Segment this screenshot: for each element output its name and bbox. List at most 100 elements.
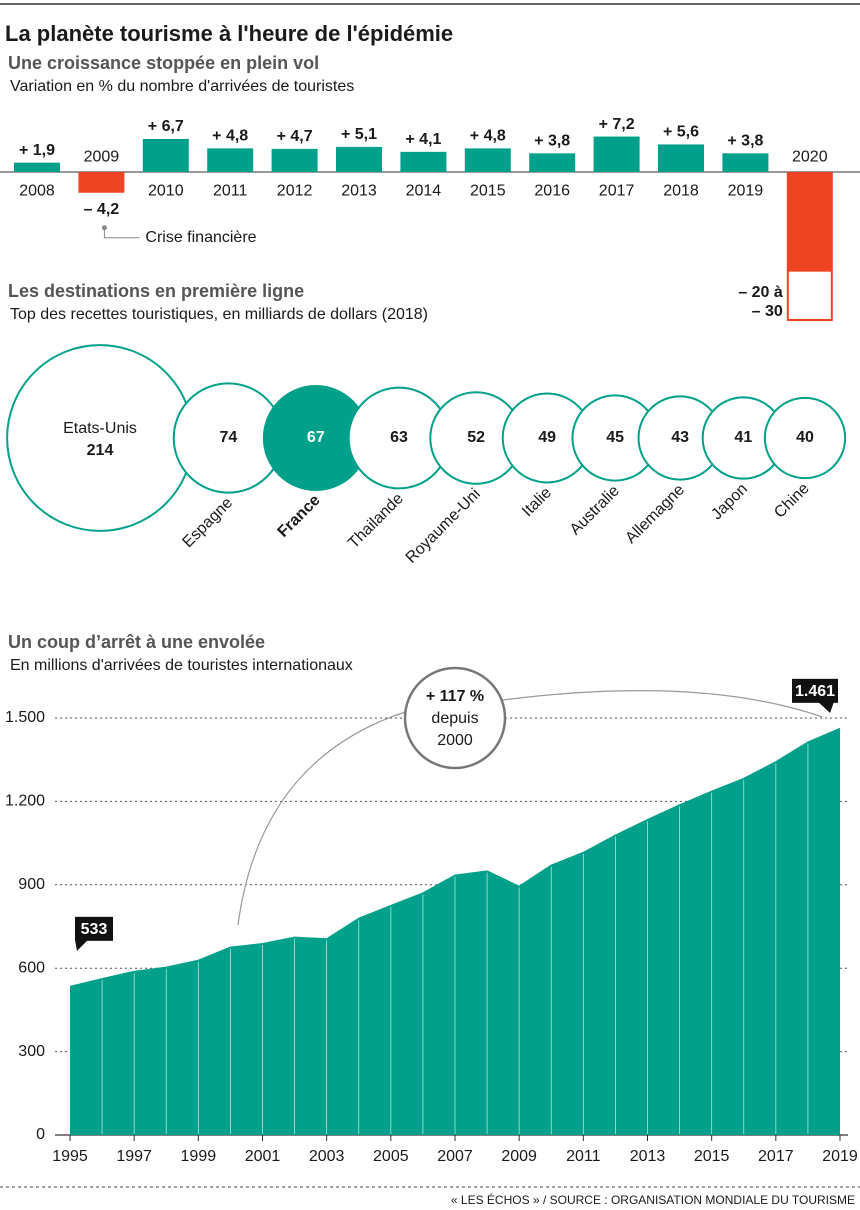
annotation-circle [403, 666, 507, 770]
bubble-value: 63 [390, 429, 408, 446]
bubble-value: 40 [796, 429, 814, 446]
bubble [763, 396, 847, 480]
x-tick-label: 2017 [599, 182, 635, 199]
callout-pointer [818, 701, 834, 713]
x-tick-label: 2010 [148, 182, 184, 199]
bubble-value: 52 [467, 429, 485, 446]
x-tick-label: 2018 [663, 182, 699, 199]
x-tick-label: 2009 [501, 1148, 537, 1165]
bar [593, 136, 640, 173]
chart-subtitle: En millions d'arrivées de touristes inte… [10, 657, 353, 674]
bar-range [786, 269, 833, 321]
y-tick-label: 900 [18, 876, 45, 893]
y-tick-label: 600 [18, 959, 45, 976]
leader-line [103, 227, 140, 239]
y-tick-label: 300 [18, 1043, 45, 1060]
bubble-value: 41 [734, 429, 752, 446]
x-tick-label: 2007 [437, 1148, 473, 1165]
bar [142, 139, 189, 173]
x-tick-label: 2015 [694, 1148, 730, 1165]
bubble-category: France [275, 492, 324, 541]
value-label: – 20 à – 30 [738, 283, 783, 320]
chart-title: Un coup d’arrêt à une envolée [8, 632, 265, 652]
chart-subtitle: Top des recettes touristiques, en millia… [10, 306, 428, 323]
annotation: depuis [431, 710, 478, 727]
bubble-category: Japon [708, 480, 751, 523]
x-tick-label: 2019 [728, 182, 764, 199]
x-tick-label: 2013 [630, 1148, 666, 1165]
x-tick-label: 2011 [566, 1148, 601, 1165]
bar [464, 148, 511, 173]
chart-title: Les destinations en première ligne [8, 281, 304, 301]
x-tick-label: 2009 [84, 148, 120, 165]
x-tick-label: 1995 [52, 1148, 88, 1165]
bar [529, 153, 576, 173]
x-tick-label: 2014 [406, 182, 442, 199]
area-line [69, 727, 841, 988]
x-tick-label: 1997 [116, 1148, 152, 1165]
main-title: La planète tourisme à l'heure de l'épidé… [5, 21, 453, 46]
source: « LES ÉCHOS » / SOURCE : ORGANISATION MO… [451, 1192, 855, 1207]
x-tick-label: 2001 [245, 1148, 281, 1165]
chart-subtitle: Variation en % du nombre d'arrivées de t… [10, 78, 354, 95]
x-tick-label: 2019 [822, 1148, 858, 1165]
annotation-arc [237, 711, 406, 926]
x-tick-label: 2012 [277, 182, 313, 199]
x-tick-label: 2015 [470, 182, 506, 199]
value-label: + 4,8 [212, 128, 248, 145]
bubble-category: Australie [567, 482, 623, 538]
x-tick-label: 2005 [373, 1148, 409, 1165]
bar [786, 172, 833, 271]
value-label: + 1,9 [19, 142, 55, 159]
bar [658, 144, 704, 173]
bar [14, 162, 60, 173]
value-label: + 3,8 [727, 133, 763, 150]
value-label: + 4,7 [277, 128, 313, 145]
bubble [6, 344, 194, 532]
x-tick-label: 2008 [19, 182, 55, 199]
value-label: + 5,6 [663, 124, 699, 141]
callout-box [75, 916, 113, 941]
bubble-category: Italie [519, 484, 555, 520]
x-tick-label: 2016 [534, 182, 570, 199]
callout-box [792, 678, 838, 703]
bubble-category: Thailande [345, 490, 407, 552]
bar [400, 151, 447, 173]
x-tick-label: 2017 [758, 1148, 794, 1165]
annotation-arc [502, 690, 823, 718]
y-tick-label: 1.200 [5, 793, 45, 810]
bar [271, 148, 318, 173]
bubble-category: Espagne [179, 494, 236, 551]
y-tick-label: 1.500 [5, 709, 45, 726]
callout-pointer [75, 939, 88, 951]
x-tick-label: 2020 [792, 148, 828, 165]
annotation: 2000 [437, 732, 473, 749]
value-label: – 4,2 [84, 201, 120, 218]
x-tick-label: 1999 [181, 1148, 217, 1165]
bubble-category: Allemagne [623, 481, 689, 547]
value-label: + 7,2 [599, 116, 635, 133]
x-tick-label: 2011 [213, 182, 248, 199]
annotation: + 117 % [426, 688, 484, 705]
callout-label: 1.461 [795, 683, 835, 700]
bubble-value: 214 [87, 442, 114, 459]
value-label: + 5,1 [341, 126, 377, 143]
value-label: + 6,7 [148, 118, 184, 135]
x-tick-label: 2003 [309, 1148, 345, 1165]
value-label: + 3,8 [534, 133, 570, 150]
annotation: Crise financière [145, 229, 256, 246]
bubble-value: 74 [219, 429, 237, 446]
bubble-value: 45 [606, 429, 624, 446]
bar [78, 172, 125, 193]
bar [207, 148, 254, 173]
x-tick-label: 2013 [341, 182, 377, 199]
bar [722, 153, 769, 173]
chart-title: Une croissance stoppée en plein vol [8, 53, 319, 73]
bubble-value: 67 [307, 429, 325, 446]
y-tick-label: 0 [36, 1126, 45, 1143]
callout-label: 533 [81, 921, 108, 938]
value-label: + 4,1 [405, 131, 441, 148]
bar [336, 146, 382, 173]
